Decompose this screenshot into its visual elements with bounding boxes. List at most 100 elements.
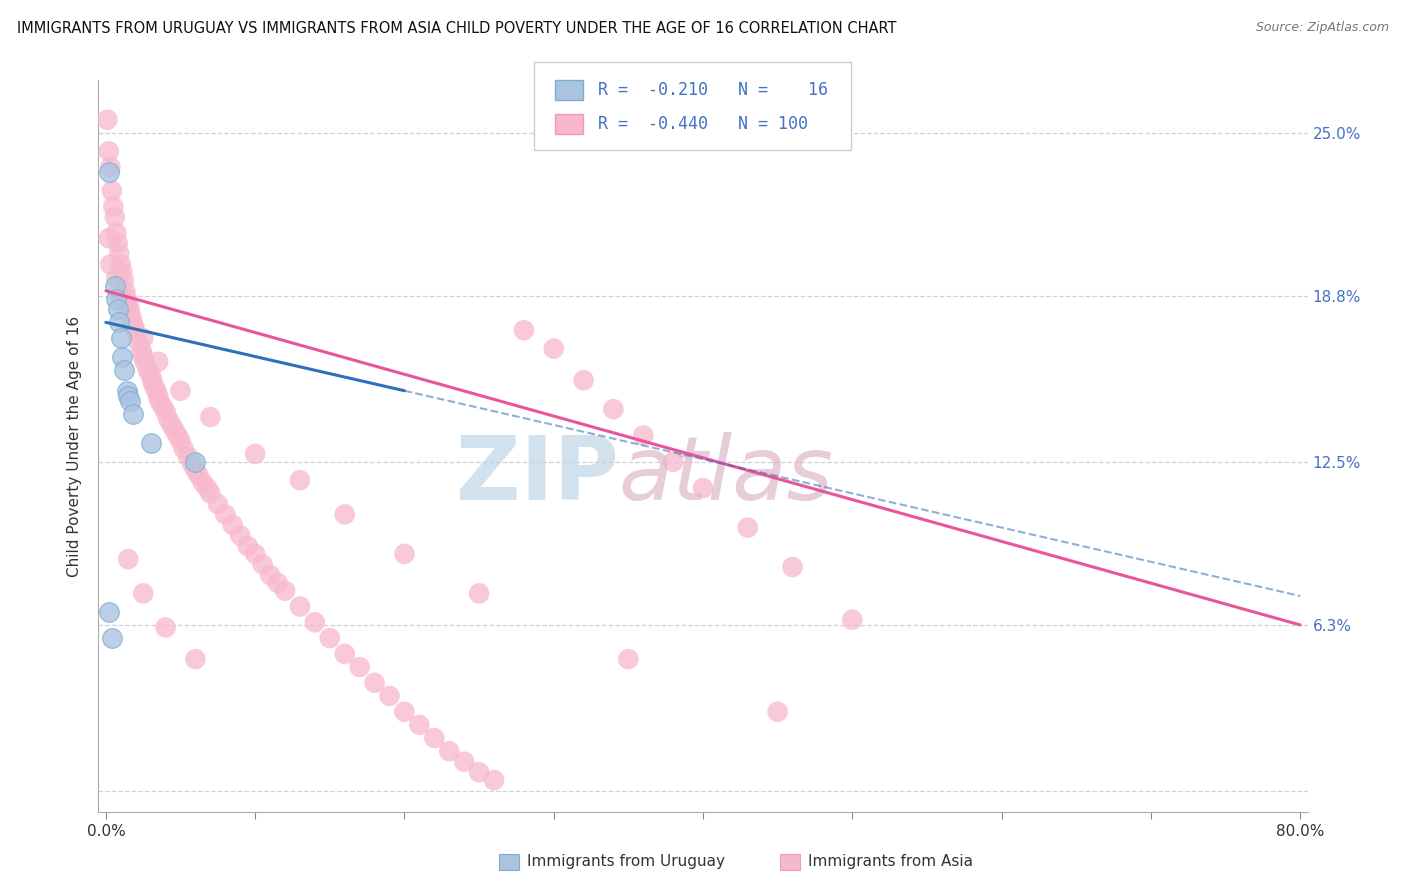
Point [394,547,416,561]
Point [617,652,640,666]
Point [214,508,236,522]
Point [191,475,214,490]
Point [274,583,297,598]
Point [259,568,281,582]
Point [118,302,141,317]
Point [288,473,311,487]
Text: atlas: atlas [619,433,834,518]
Point [111,350,134,364]
Text: R =  -0.210   N =    16: R = -0.210 N = 16 [598,81,828,99]
Point [146,355,169,369]
Point [163,423,186,437]
Point [160,417,183,432]
Point [207,497,229,511]
Point [184,652,207,666]
Point [408,718,430,732]
Text: ZIP: ZIP [456,432,619,519]
Point [184,455,207,469]
Point [333,508,356,522]
Point [394,705,416,719]
Point [252,558,274,572]
Point [166,428,188,442]
Point [117,305,139,319]
Point [333,647,356,661]
Point [378,689,401,703]
Point [222,517,245,532]
Point [633,428,655,442]
Point [98,257,121,271]
Point [142,378,165,392]
Point [169,384,191,398]
Point [184,463,207,477]
Point [139,368,162,382]
Point [120,310,142,324]
Point [243,547,266,561]
Point [363,675,385,690]
Point [105,226,128,240]
Y-axis label: Child Poverty Under the Age of 16: Child Poverty Under the Age of 16 [67,316,83,576]
Point [101,184,124,198]
Point [236,539,259,553]
Point [117,297,139,311]
Point [110,257,132,271]
Point [110,331,132,345]
Point [112,273,135,287]
Point [439,744,461,758]
Point [304,615,326,630]
Point [121,315,143,329]
Point [97,145,120,159]
Point [266,575,288,590]
Point [108,247,131,261]
Point [229,528,252,542]
Point [200,410,222,425]
Point [115,384,138,398]
Point [101,631,124,645]
Point [105,292,128,306]
Point [453,755,475,769]
Text: R =  -0.440   N = 100: R = -0.440 N = 100 [598,115,807,133]
Point [543,342,565,356]
Point [177,450,200,464]
Point [104,210,127,224]
Point [139,436,162,450]
Point [149,394,172,409]
Point [125,326,148,340]
Point [112,362,135,376]
Point [173,442,195,456]
Point [737,520,759,534]
Point [141,373,163,387]
Point [110,289,132,303]
Point [121,408,143,422]
Point [122,320,145,334]
Point [766,705,789,719]
Point [349,660,371,674]
Point [96,112,118,127]
Point [169,434,191,448]
Point [118,394,141,409]
Point [288,599,311,614]
Point [107,302,129,317]
Text: Immigrants from Uruguay: Immigrants from Uruguay [527,855,725,869]
Point [243,447,266,461]
Point [145,384,167,398]
Point [319,631,342,645]
Point [200,486,222,500]
Point [513,323,536,337]
Point [662,455,685,469]
Point [197,481,219,495]
Text: IMMIGRANTS FROM URUGUAY VS IMMIGRANTS FROM ASIA CHILD POVERTY UNDER THE AGE OF 1: IMMIGRANTS FROM URUGUAY VS IMMIGRANTS FR… [17,21,897,36]
Point [572,373,595,387]
Text: Immigrants from Asia: Immigrants from Asia [808,855,973,869]
Point [468,586,491,600]
Point [132,331,155,345]
Point [117,389,139,403]
Point [146,389,169,403]
Point [692,481,714,495]
Point [841,613,863,627]
Point [98,160,121,174]
Point [181,458,204,472]
Point [97,231,120,245]
Point [131,344,153,359]
Point [108,315,131,329]
Point [136,362,159,376]
